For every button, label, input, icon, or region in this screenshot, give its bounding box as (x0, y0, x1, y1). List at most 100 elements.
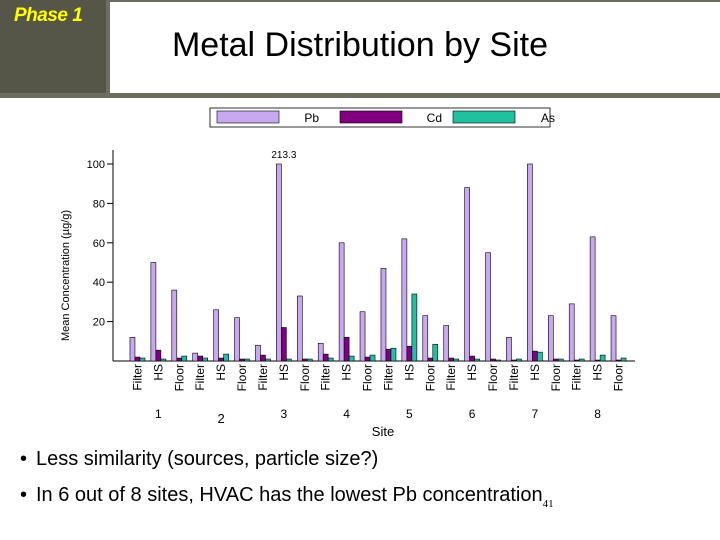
bar-as-site7-floor (557, 358, 564, 362)
bar-pb-site3-filter (255, 344, 261, 362)
bar-cd-site2-hs (218, 357, 224, 362)
bar-as-site1-filter (139, 357, 146, 362)
bar-as-site8-hs (599, 354, 606, 362)
slide-title: Metal Distribution by Site (171, 26, 549, 64)
sample-type-label: Filter (193, 364, 207, 391)
bar-annotation: 213.3 (271, 150, 296, 161)
bar-as-site3-floor (306, 358, 313, 362)
sample-type-label: Filter (256, 364, 270, 391)
sample-type-label: Filter (507, 364, 521, 391)
site-label: 6 (469, 407, 476, 421)
site-label: 7 (532, 407, 539, 421)
bar-pb-site5-hs (401, 238, 408, 362)
bar-cd-site1-filter (134, 356, 141, 362)
bar-cd-site1-hs (155, 349, 162, 362)
bar-pb-site1-filter (129, 337, 136, 362)
bar-cd-site5-filter (385, 348, 392, 362)
bar-pb-site6-filter (443, 325, 450, 362)
bar-pb-site8-hs (589, 236, 596, 362)
legend-label-as: As (541, 111, 555, 125)
bar-pb-site4-filter (317, 342, 324, 362)
bullet-item: • In 6 out of 8 sites, HVAC has the lowes… (20, 484, 554, 510)
site-label: 8 (594, 407, 601, 421)
page-number: 41 (542, 498, 554, 510)
bar-pb-site3-hs (276, 163, 282, 362)
sample-type-label: Floor (235, 364, 249, 391)
site-label: 1 (155, 407, 162, 421)
bar-as-site6-filter (453, 358, 460, 362)
sample-type-label: HS (214, 364, 228, 381)
bar-cd-site8-filter (573, 359, 580, 362)
bar-cd-site4-hs (343, 337, 350, 362)
sample-type-label: HS (402, 364, 416, 381)
bar-cd-site2-filter (197, 355, 204, 362)
bar-cd-site5-hs (406, 345, 413, 362)
bar-cd-site6-filter (448, 357, 455, 362)
bar-cd-site4-filter (322, 353, 329, 362)
bar-cd-site3-filter (260, 354, 266, 362)
bar-cd-site5-floor (427, 357, 434, 362)
bar-pb-site4-floor (359, 311, 366, 362)
bullet-text: In 6 out of 8 sites, HVAC has the lowest… (36, 484, 543, 506)
bar-cd-site2-floor (239, 358, 245, 362)
sample-type-label: Floor (172, 364, 186, 391)
bar-cd-site3-hs (281, 327, 287, 362)
bar-pb-site4-hs (338, 242, 345, 362)
bullet-icon: • (20, 448, 28, 470)
bar-as-site8-floor (620, 357, 627, 362)
chart-axes: 20 40 60 80 100 Mean Concentration (µg/g) Site (60, 150, 635, 439)
y-tick-label: 60 (93, 238, 105, 250)
bar-as-site5-filter (390, 347, 397, 362)
bar-as-site5-floor (432, 343, 439, 362)
bar-pb-site7-floor (547, 315, 554, 362)
bar-pb-site7-hs (527, 163, 533, 362)
bar-as-site3-filter (265, 358, 271, 362)
y-tick-label: 100 (87, 159, 105, 171)
bar-as-site4-hs (348, 355, 355, 362)
bar-cd-site7-filter (511, 359, 517, 362)
y-tick-label: 40 (93, 277, 105, 289)
legend-swatch-as (452, 110, 516, 124)
sample-type-label: HS (528, 364, 542, 381)
bullet-item: • Less similarity (sources, particle size… (20, 448, 378, 471)
bar-pb-site2-filter (192, 352, 199, 362)
bar-as-site6-floor (495, 359, 501, 362)
bar-pb-site1-hs (150, 262, 157, 362)
bar-as-site2-floor (244, 358, 250, 362)
bar-cd-site6-hs (469, 355, 475, 362)
bar-pb-site2-hs (213, 309, 219, 362)
site-label: 4 (343, 407, 350, 421)
bar-pb-site8-filter (568, 303, 575, 362)
bar-cd-site6-floor (490, 358, 496, 362)
bar-pb-site2-floor (234, 317, 240, 362)
bar-cd-site3-floor (301, 358, 308, 362)
bar-chart: Pb Cd As 20 40 60 80 100 Mean Concentration (µg… (60, 107, 635, 439)
bar-cd-site8-floor (615, 359, 622, 362)
sample-type-label: Floor (486, 364, 500, 391)
sample-type-label: HS (591, 364, 605, 381)
site-label: 2 (218, 411, 225, 426)
bar-as-site1-hs (160, 358, 167, 362)
bar-as-site8-filter (578, 358, 585, 362)
bullet-icon: • (20, 484, 28, 506)
header-rule (0, 93, 720, 98)
y-tick-label: 20 (93, 317, 105, 329)
x-axis-label: Site (372, 424, 394, 439)
bar-as-site4-floor (369, 354, 376, 362)
sample-type-label: Filter (570, 364, 584, 391)
bar-as-site2-hs (223, 353, 229, 362)
legend-swatch-cd (339, 110, 403, 124)
bar-pb-site8-floor (610, 315, 617, 362)
bar-as-site1-floor (181, 355, 188, 362)
sample-type-label: Floor (423, 364, 437, 391)
chart-labels: Filter HS Floor 1 Filter HS Floor 2 Filter HS Floo… (130, 150, 625, 426)
slide-header: Phase 1 Metal Distribution by Site (0, 0, 720, 98)
bullet-text: Less similarity (sources, particle size?… (36, 448, 379, 470)
bar-cd-site7-hs (532, 350, 538, 362)
sample-type-label: HS (151, 364, 165, 381)
sample-type-label: Filter (444, 364, 458, 391)
bar-as-site6-hs (474, 358, 480, 362)
sample-type-label: HS (277, 364, 291, 381)
bar-as-site7-hs (537, 351, 543, 362)
phase-box (0, 0, 110, 93)
